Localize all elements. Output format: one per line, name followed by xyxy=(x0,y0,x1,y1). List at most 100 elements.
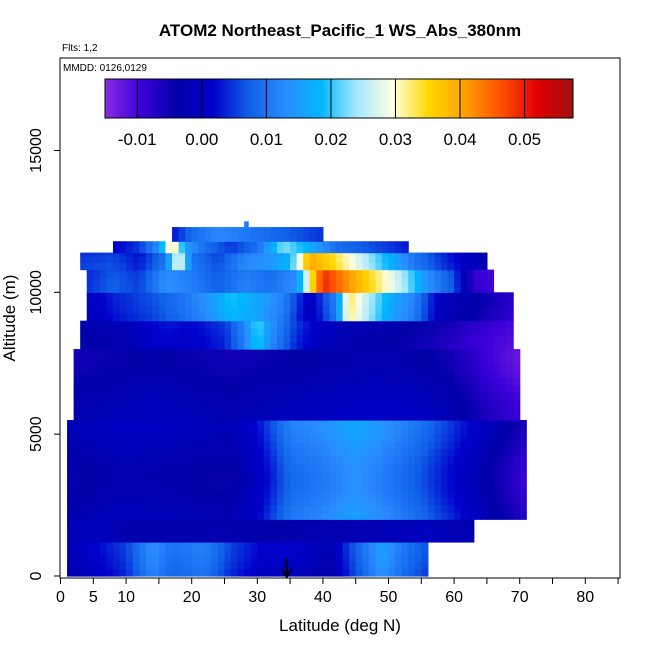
heatmap-cell xyxy=(119,547,127,556)
heatmap-cell xyxy=(447,327,455,336)
heatmap-cell xyxy=(86,561,94,570)
heatmap-cell xyxy=(126,313,134,322)
heatmap-cell xyxy=(204,469,212,478)
heatmap-cell xyxy=(447,497,455,506)
heatmap-cell xyxy=(421,448,429,457)
heatmap-cell xyxy=(519,419,527,428)
heatmap-cell xyxy=(467,434,475,442)
heatmap-cell xyxy=(290,334,298,343)
heatmap-cell xyxy=(296,278,304,286)
heatmap-cell xyxy=(217,568,226,577)
heatmap-cell xyxy=(401,252,409,257)
heatmap-cell xyxy=(362,285,370,293)
heatmap-cell xyxy=(263,419,272,428)
heatmap-cell xyxy=(296,313,304,322)
heatmap-cell xyxy=(342,262,350,271)
heatmap-cell xyxy=(460,398,468,407)
heatmap-cell xyxy=(112,519,121,522)
heatmap-cell xyxy=(408,306,416,315)
heatmap-cell xyxy=(388,512,396,520)
heatmap-cell xyxy=(342,561,350,570)
heatmap-cell xyxy=(263,490,272,499)
heatmap-cell xyxy=(309,363,317,371)
heatmap-cell xyxy=(132,519,140,522)
heatmap-cell xyxy=(172,262,180,271)
heatmap-cell xyxy=(480,252,488,257)
heatmap-cell xyxy=(250,505,258,513)
heatmap-cell xyxy=(178,505,186,513)
heatmap-cell xyxy=(375,519,383,522)
heatmap-cell xyxy=(276,519,285,522)
heatmap-cell xyxy=(381,370,390,379)
heatmap-cell xyxy=(414,398,422,407)
heatmap-cell xyxy=(303,561,311,570)
heatmap-cell xyxy=(165,391,173,400)
heatmap-cell xyxy=(342,356,350,364)
heatmap-cell xyxy=(204,398,212,407)
heatmap-cell xyxy=(224,377,232,386)
heatmap-cell xyxy=(86,476,94,485)
heatmap-cell xyxy=(231,462,239,471)
heatmap-cell xyxy=(191,405,199,414)
heatmap-cell xyxy=(486,427,495,435)
heatmap-cell xyxy=(152,434,160,442)
heatmap-cell xyxy=(480,262,488,271)
heatmap-cell xyxy=(283,320,291,329)
x-axis-label: Latitude (deg N) xyxy=(279,616,401,635)
heatmap-cell xyxy=(283,534,291,543)
heatmap-cell xyxy=(421,568,429,577)
heatmap-cell xyxy=(421,341,429,350)
heatmap-cell xyxy=(224,512,232,520)
heatmap-cell xyxy=(467,320,475,329)
heatmap-cell xyxy=(217,427,226,435)
heatmap-cell xyxy=(158,299,167,308)
heatmap-cell xyxy=(342,278,350,286)
heatmap-cell xyxy=(250,497,258,506)
heatmap-cell xyxy=(381,520,390,529)
heatmap-cell xyxy=(237,327,245,336)
heatmap-cell xyxy=(322,519,331,522)
heatmap-cell xyxy=(211,320,219,329)
heatmap-cell xyxy=(309,497,317,506)
heatmap-cell xyxy=(139,497,147,506)
heatmap-cell xyxy=(263,241,272,247)
heatmap-cell xyxy=(73,377,81,386)
heatmap-cell xyxy=(244,271,252,279)
heatmap-cell xyxy=(257,527,265,536)
heatmap-cell xyxy=(198,568,206,577)
heatmap-cell xyxy=(375,527,383,536)
heatmap-cell xyxy=(316,262,324,271)
heatmap-cell xyxy=(86,483,94,492)
heatmap-cell xyxy=(290,384,298,393)
heatmap-cell xyxy=(263,568,272,577)
heatmap-cell xyxy=(486,269,495,272)
heatmap-cell xyxy=(395,306,403,315)
heatmap-cell xyxy=(467,391,475,400)
heatmap-cell xyxy=(414,541,422,549)
heatmap-cell xyxy=(395,398,403,407)
heatmap-cell xyxy=(99,483,108,492)
heatmap-cell xyxy=(401,520,409,529)
heatmap-cell xyxy=(191,341,199,350)
heatmap-cell xyxy=(368,448,376,457)
heatmap-cell xyxy=(362,341,370,350)
heatmap-cell xyxy=(119,519,127,522)
heatmap-cell xyxy=(408,497,416,506)
heatmap-cell xyxy=(126,327,134,336)
heatmap-cell xyxy=(500,363,508,371)
heatmap-cell xyxy=(473,434,481,442)
heatmap-cell xyxy=(414,568,422,577)
heatmap-cell xyxy=(395,534,403,543)
heatmap-cell xyxy=(73,455,81,464)
heatmap-cell xyxy=(336,292,344,300)
heatmap-cell xyxy=(309,462,317,471)
heatmap-cell xyxy=(362,441,370,449)
heatmap-cell xyxy=(349,391,357,400)
heatmap-cell xyxy=(414,285,422,293)
heatmap-cell xyxy=(500,306,508,315)
heatmap-cell xyxy=(388,255,396,264)
heatmap-cell xyxy=(119,341,127,350)
heatmap-cell xyxy=(244,476,252,485)
heatmap-cell xyxy=(336,541,344,549)
heatmap-cell xyxy=(185,434,193,442)
